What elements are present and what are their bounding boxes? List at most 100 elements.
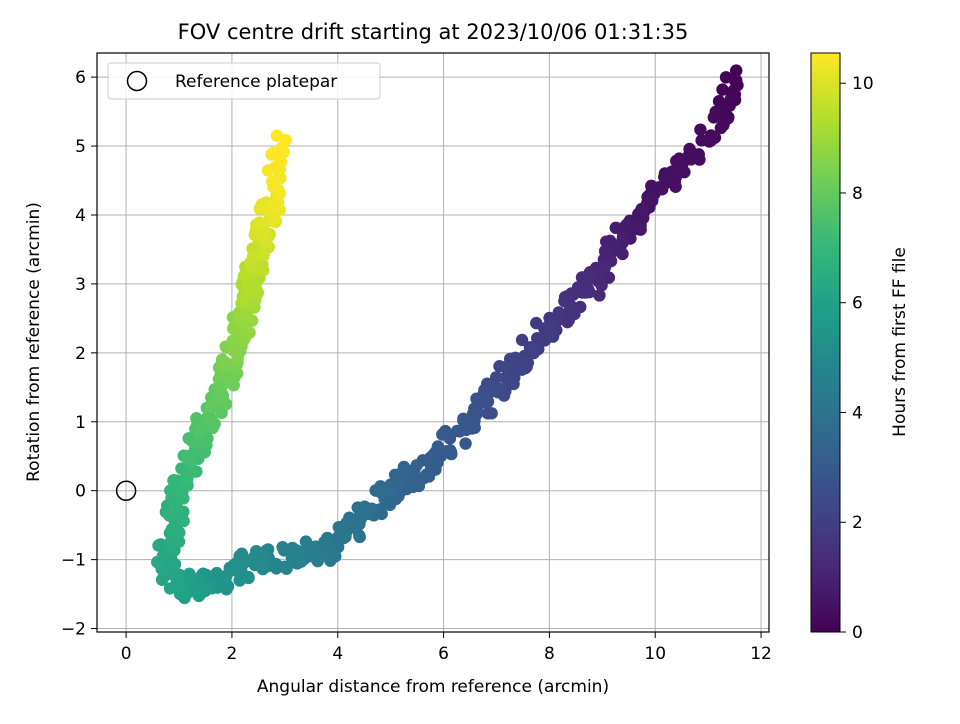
- data-point: [199, 434, 212, 447]
- colorbar-tick-label: 2: [852, 513, 863, 533]
- data-point: [377, 485, 390, 498]
- data-point: [682, 148, 696, 162]
- data-point: [151, 555, 164, 569]
- data-point: [355, 506, 369, 519]
- colorbar-tick-label: 4: [852, 403, 863, 423]
- data-point: [725, 91, 738, 104]
- data-point: [334, 527, 347, 540]
- data-point: [271, 198, 285, 212]
- data-point: [630, 220, 643, 233]
- data-point: [499, 371, 512, 385]
- y-tick-label: 5: [75, 137, 86, 157]
- data-point: [167, 561, 180, 575]
- x-tick-label: 8: [544, 644, 555, 664]
- plot-frame: [96, 52, 770, 633]
- data-point: [280, 562, 293, 575]
- data-point: [177, 514, 190, 528]
- colorbar-frame: [810, 52, 841, 633]
- chart-title: FOV centre drift starting at 2023/10/06 …: [178, 20, 689, 44]
- data-point: [219, 356, 232, 369]
- data-point: [165, 523, 179, 536]
- data-point: [189, 436, 203, 450]
- legend-box: [107, 62, 381, 100]
- data-point: [481, 395, 495, 408]
- x-tick-label: 12: [750, 644, 772, 664]
- data-point: [598, 260, 612, 273]
- data-point: [593, 289, 606, 302]
- y-tick-label: 2: [75, 344, 86, 364]
- data-point: [728, 74, 742, 87]
- data-point: [277, 544, 291, 557]
- colorbar-gradient: [811, 53, 840, 632]
- data-point: [256, 264, 270, 277]
- data-point: [227, 344, 241, 358]
- x-axis-ticks: 0 2 4 6 8 10 12: [121, 632, 772, 664]
- y-tick-label: 6: [75, 68, 86, 88]
- data-point: [177, 492, 190, 505]
- data-point: [431, 440, 445, 453]
- data-point: [609, 221, 622, 235]
- y-tick-label: 0: [75, 482, 86, 502]
- data-point: [730, 64, 743, 77]
- data-point: [392, 490, 405, 503]
- data-point: [227, 559, 240, 572]
- data-point: [489, 371, 503, 384]
- legend: Reference platepar: [107, 62, 381, 100]
- y-tick-label: −1: [61, 551, 86, 571]
- data-point: [595, 279, 608, 292]
- data-point: [716, 83, 729, 96]
- data-point: [163, 509, 176, 522]
- y-tick-label: 3: [75, 275, 86, 295]
- data-point: [669, 171, 683, 184]
- reference-platepar-marker: [115, 480, 137, 501]
- data-point: [250, 544, 263, 558]
- data-point: [510, 357, 524, 371]
- data-point: [172, 535, 186, 548]
- data-point: [527, 346, 540, 360]
- legend-entry: Reference platepar: [175, 72, 337, 92]
- data-point: [616, 247, 629, 261]
- colorbar-tick-label: 0: [852, 623, 863, 643]
- data-point: [491, 384, 504, 397]
- data-point: [515, 333, 529, 347]
- data-point: [233, 574, 246, 587]
- x-axis-label: Angular distance from reference (arcmin): [257, 677, 609, 697]
- data-point: [635, 202, 648, 216]
- y-tick-label: 4: [75, 206, 86, 226]
- data-point: [460, 415, 473, 428]
- data-point: [275, 144, 288, 157]
- data-point: [673, 152, 686, 165]
- data-point: [669, 180, 682, 193]
- data-point: [253, 216, 266, 229]
- data-point: [470, 392, 483, 405]
- colorbar: 0 2 4 6 8 10 Hours from first FF file: [810, 52, 910, 643]
- data-point: [481, 407, 495, 420]
- y-axis-ticks: −2 −1 0 1 2 3 4 5 6: [61, 68, 97, 640]
- data-point: [324, 554, 337, 567]
- colorbar-tick-label: 10: [852, 74, 874, 94]
- data-point: [444, 445, 458, 458]
- data-point: [188, 584, 201, 597]
- data-point: [270, 129, 284, 142]
- legend-marker-icon: [126, 70, 148, 92]
- y-axis-label: Rotation from reference (arcmin): [24, 202, 44, 482]
- data-point: [242, 279, 255, 293]
- data-points: [151, 64, 744, 605]
- data-point: [552, 306, 565, 319]
- data-point: [620, 218, 633, 231]
- data-point: [154, 538, 167, 551]
- x-tick-label: 6: [438, 644, 449, 664]
- data-point: [616, 233, 629, 246]
- data-point: [499, 360, 512, 374]
- x-tick-label: 0: [121, 644, 132, 664]
- data-point: [422, 470, 436, 483]
- data-point: [299, 535, 313, 548]
- data-point: [246, 250, 260, 263]
- grid: [97, 53, 769, 632]
- data-point: [184, 465, 198, 479]
- data-point: [167, 474, 180, 487]
- data-point: [205, 400, 218, 413]
- colorbar-tick-label: 8: [852, 184, 863, 204]
- data-point: [274, 155, 288, 169]
